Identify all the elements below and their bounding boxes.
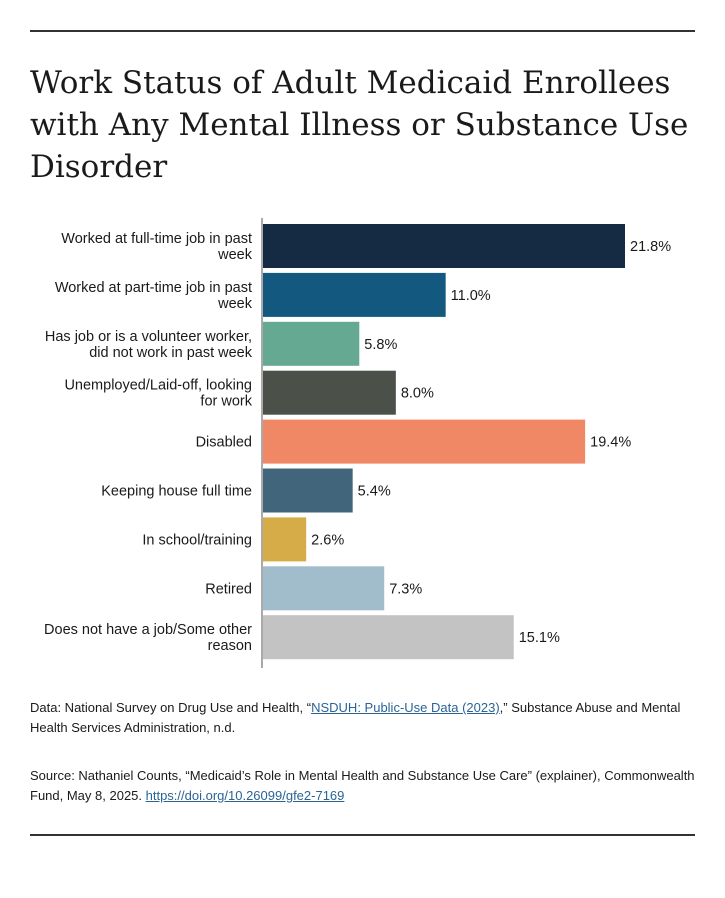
value-label-4: 8.0% xyxy=(401,386,434,402)
value-label-8: 7.3% xyxy=(389,581,422,597)
bar-9 xyxy=(263,615,514,660)
value-label-7: 2.6% xyxy=(311,532,344,548)
source-note: Source: Nathaniel Counts, “Medicaid’s Ro… xyxy=(30,766,700,806)
chart-title: Work Status of Adult Medicaid Enrollees … xyxy=(30,65,689,185)
bar-chart: Worked at full-time job in past week Worke… xyxy=(44,218,671,668)
value-label-1: 21.8% xyxy=(630,239,671,255)
category-label-6: Keeping house full time xyxy=(101,484,252,500)
bar-3 xyxy=(263,321,360,366)
value-label-9: 15.1% xyxy=(519,630,560,646)
value-label-3: 5.8% xyxy=(364,337,397,353)
bar-6 xyxy=(263,468,353,513)
doi-link[interactable]: https://doi.org/10.26099/gfe2-7169 xyxy=(145,788,345,803)
category-label-7: In school/training xyxy=(142,532,252,548)
category-label-3: Has job or is a volunteer worker, did not… xyxy=(45,329,253,361)
bar-4 xyxy=(263,370,396,415)
category-label-5: Disabled xyxy=(196,435,252,451)
value-label-5: 19.4% xyxy=(590,435,631,451)
top-rule xyxy=(30,30,695,32)
source-note-text: Source: Nathaniel Counts, “Medicaid’s Ro… xyxy=(30,768,695,803)
bar-7 xyxy=(263,517,307,562)
value-label-2: 11.0% xyxy=(451,288,491,304)
bar-8 xyxy=(263,566,385,611)
category-labels-group: Worked at full-time job in past week Worke… xyxy=(44,231,253,654)
category-label-1: Worked at full-time job in past week xyxy=(61,231,252,263)
data-note-prefix: Data: National Survey on Drug Use and He… xyxy=(30,700,312,715)
category-label-2: Worked at part-time job in past week xyxy=(55,280,253,312)
bar-1 xyxy=(263,224,625,268)
value-labels-group: 21.8% 11.0% 5.8% 8.0% 19.4% 5.4% 2.6% 7.3% 15.1% xyxy=(311,239,671,646)
bar-5 xyxy=(263,419,586,464)
category-label-4: Unemployed/Laid-off, looking for work xyxy=(64,378,252,410)
bars-group xyxy=(263,224,625,660)
data-note-suffix: ,” Substance Abuse and Mental Health Ser… xyxy=(30,700,681,735)
value-label-6: 5.4% xyxy=(358,484,391,500)
bottom-rule xyxy=(30,834,695,836)
data-note: Data: National Survey on Drug Use and He… xyxy=(30,698,700,738)
nsduh-data-link[interactable]: NSDUH: Public-Use Data (2023) xyxy=(311,700,500,715)
category-label-9: Does not have a job/Some other reason xyxy=(44,622,252,654)
category-label-8: Retired xyxy=(205,581,252,597)
bar-2 xyxy=(263,272,446,317)
